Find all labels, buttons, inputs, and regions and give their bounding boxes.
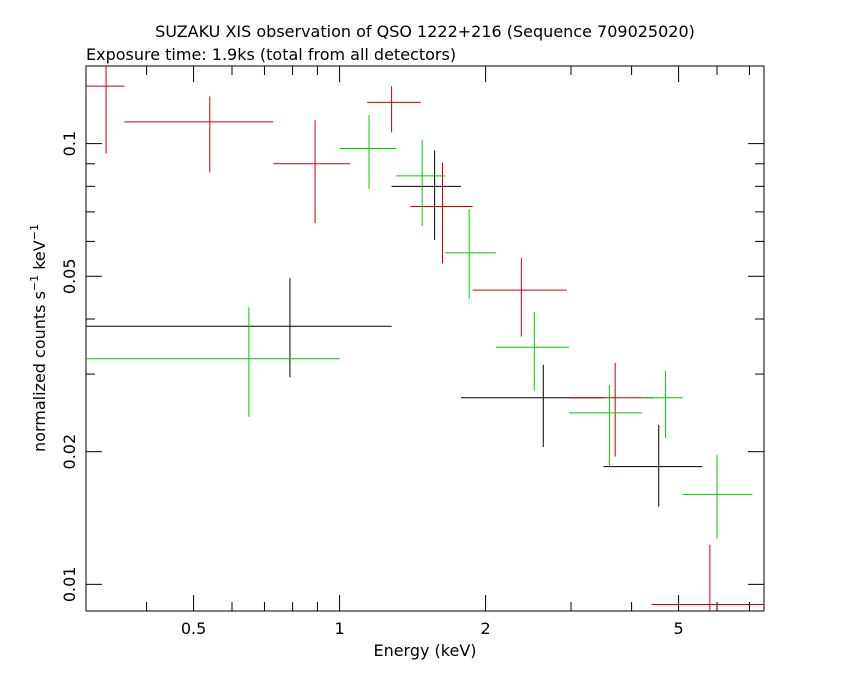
x-axis-label: Energy (keV) [373, 641, 476, 660]
x-tick-label: 2 [481, 619, 491, 638]
series-0 [86, 150, 703, 507]
chart-title: SUZAKU XIS observation of QSO 1222+216 (… [155, 22, 695, 41]
data-point [461, 364, 604, 447]
data-point [124, 96, 274, 173]
data-point [86, 66, 125, 154]
data-point [651, 544, 764, 611]
y-axis-label-mid: keV [30, 240, 49, 275]
plot-area [86, 66, 764, 611]
data-point [682, 454, 753, 539]
y-axis-label-sup2: −1 [28, 224, 41, 240]
y-axis-label-main: normalized counts s [30, 291, 49, 452]
x-axis: 0.5 1 2 5 [85, 66, 750, 638]
y-tick-label: 0.01 [60, 567, 79, 603]
data-point [495, 311, 569, 391]
y-axis: 0.01 0.02 0.05 0.1 [60, 131, 764, 602]
data-point [410, 162, 473, 264]
series-1 [86, 66, 764, 611]
chart-subtitle: Exposure time: 1.9ks (total from all det… [86, 45, 456, 64]
data-point [273, 120, 350, 224]
data-point [568, 385, 642, 467]
data-point [339, 115, 397, 189]
data-point [391, 150, 462, 240]
x-tick-label: 0.5 [181, 619, 206, 638]
x-tick-label: 1 [335, 619, 345, 638]
data-point [86, 307, 340, 417]
y-tick-label: 0.1 [60, 131, 79, 156]
data-point [472, 258, 567, 337]
data-point [86, 278, 392, 378]
y-axis-label: normalized counts s−1 keV−1 [28, 224, 49, 452]
x-tick-label: 5 [674, 619, 684, 638]
y-tick-label: 0.05 [60, 258, 79, 294]
data-point [445, 209, 496, 299]
data-point [570, 362, 655, 457]
y-axis-label-sup1: −1 [28, 275, 41, 291]
data-point [367, 86, 421, 133]
data-point [641, 370, 683, 438]
plot-frame [85, 65, 765, 612]
series-2 [86, 115, 753, 539]
y-tick-label: 0.02 [60, 434, 79, 470]
data-point [396, 139, 446, 227]
data-point [603, 424, 703, 507]
